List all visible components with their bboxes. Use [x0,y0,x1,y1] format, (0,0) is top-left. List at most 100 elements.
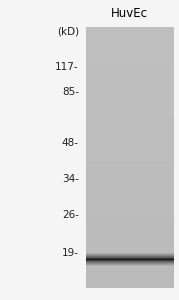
Bar [86,264,174,265]
Bar [86,125,174,126]
Bar [86,219,174,220]
Bar [86,213,174,214]
Bar [86,193,174,194]
Bar [86,212,174,213]
Bar [86,36,174,38]
Bar [86,166,174,167]
Bar [86,181,174,182]
Bar [86,38,174,39]
Bar [86,265,174,266]
Bar [86,253,174,254]
Bar [86,92,174,93]
Bar [86,174,174,175]
Bar [86,259,174,260]
Bar [86,282,174,283]
Bar [86,274,174,275]
Bar [86,155,174,157]
Bar [86,107,174,108]
Bar [86,80,174,81]
Bar [86,109,174,110]
Bar [86,262,174,263]
Bar [86,108,174,109]
Bar [86,265,174,266]
Bar [86,147,174,148]
Bar [86,258,174,259]
Bar [86,82,174,83]
Bar [86,189,174,190]
Bar [86,134,174,135]
Bar [86,61,174,62]
Bar [86,150,174,152]
Bar [86,168,174,169]
Bar [86,50,174,51]
Bar [86,255,174,256]
Bar [86,78,174,79]
Bar [86,255,174,256]
Bar [86,77,174,78]
Bar [86,164,174,165]
Bar [86,247,174,248]
Bar [86,106,174,107]
Bar [86,56,174,57]
Bar [86,114,174,115]
Bar [86,260,174,261]
Bar [86,283,174,284]
Bar [86,57,174,58]
Bar [86,79,174,80]
Bar [86,135,174,136]
Bar [86,262,174,264]
Bar [86,202,174,203]
Bar [86,240,174,241]
Bar [86,128,174,129]
Bar [86,144,174,145]
Bar [86,82,174,83]
Bar [86,199,174,200]
Bar [86,153,174,154]
Bar [86,215,174,217]
Bar [86,254,174,255]
Bar [86,246,174,247]
Bar [86,89,174,91]
Bar [86,58,174,59]
Bar [86,184,174,185]
Bar [86,63,174,64]
Bar [86,205,174,206]
Bar [86,254,174,255]
Bar [86,151,174,152]
Bar [86,236,174,238]
Bar [86,207,174,208]
Bar [86,102,174,104]
Bar [86,238,174,239]
Bar [86,275,174,276]
Bar [86,124,174,125]
Bar [86,214,174,216]
Bar [86,280,174,281]
Bar [86,169,174,170]
Bar [86,286,174,287]
Bar [86,131,174,132]
Bar [86,44,174,45]
Bar [86,229,174,230]
Bar [86,49,174,50]
Bar [86,266,174,267]
Bar [86,76,174,77]
Bar [86,186,174,187]
Bar [86,252,174,253]
Bar [86,35,174,37]
Bar [86,275,174,277]
Bar [86,75,174,76]
Bar [86,34,174,36]
Bar [86,148,174,150]
Bar [86,222,174,223]
Bar [86,226,174,227]
Bar [86,59,174,60]
Bar [86,237,174,238]
Bar [86,97,174,98]
Bar [86,173,174,174]
Bar [86,220,174,221]
Bar [86,236,174,237]
Bar [86,180,174,181]
Bar [86,177,174,178]
Bar [86,261,174,262]
Bar [86,260,174,261]
